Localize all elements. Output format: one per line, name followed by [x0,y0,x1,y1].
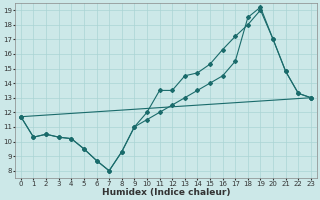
X-axis label: Humidex (Indice chaleur): Humidex (Indice chaleur) [102,188,230,197]
